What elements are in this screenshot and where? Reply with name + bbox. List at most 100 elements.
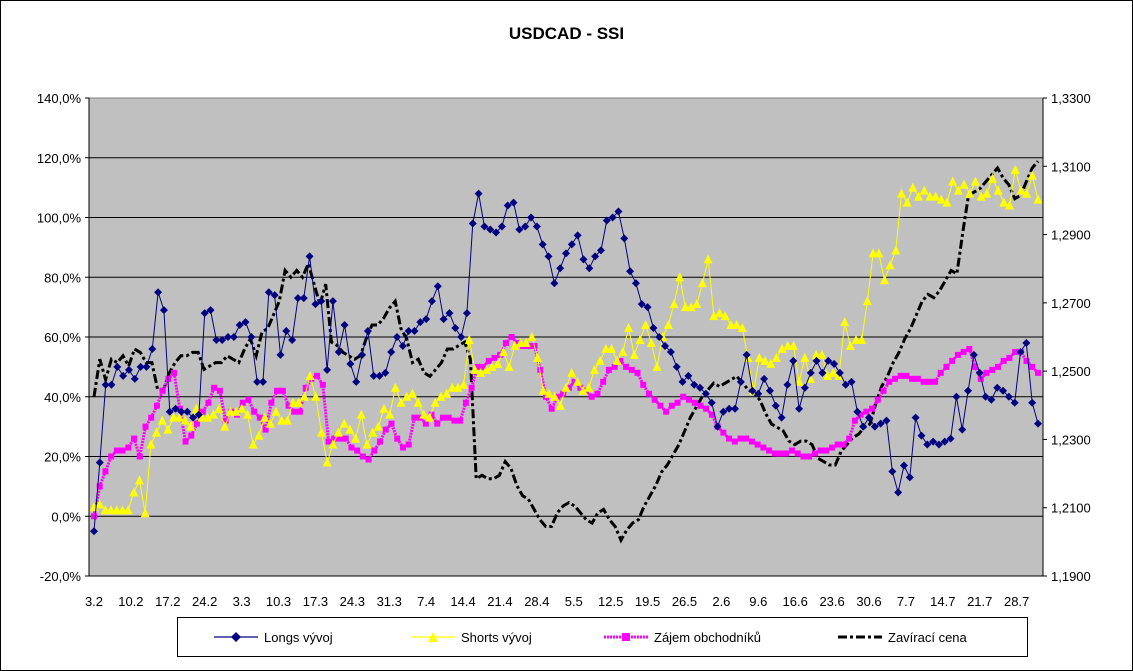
x-tick-label: 7.7 xyxy=(897,594,915,609)
data-point xyxy=(405,441,412,448)
data-point xyxy=(1004,392,1013,401)
data-point xyxy=(601,343,611,353)
legend-item-shorts: Shorts vývoj xyxy=(411,618,532,656)
x-tick-label: 30.6 xyxy=(856,594,881,609)
data-point xyxy=(334,347,343,356)
data-point xyxy=(239,399,246,406)
data-point xyxy=(503,201,512,210)
data-point xyxy=(208,409,218,419)
data-point xyxy=(468,219,477,228)
data-point xyxy=(537,366,544,373)
data-point xyxy=(845,340,855,350)
data-point xyxy=(999,386,1008,395)
legend-label-cena: Zavírací cena xyxy=(888,629,967,645)
data-point xyxy=(362,439,372,449)
data-point xyxy=(811,349,821,359)
data-point xyxy=(697,402,704,409)
data-point xyxy=(920,378,927,385)
x-tick-label: 10.2 xyxy=(118,594,143,609)
data-point xyxy=(337,435,344,442)
data-point xyxy=(649,324,658,333)
data-point xyxy=(260,412,270,422)
data-point xyxy=(1016,347,1025,356)
data-point xyxy=(709,311,719,321)
data-point xyxy=(1005,200,1015,210)
data-point xyxy=(640,381,647,388)
data-point xyxy=(595,355,605,365)
data-point xyxy=(562,249,570,258)
data-point xyxy=(567,367,577,377)
data-point xyxy=(480,363,487,370)
data-point xyxy=(1028,398,1037,407)
data-point xyxy=(101,380,110,389)
data-point xyxy=(841,380,850,389)
data-point xyxy=(521,337,531,347)
data-point xyxy=(486,225,495,234)
data-point xyxy=(296,408,303,415)
data-point xyxy=(579,255,588,264)
data-point xyxy=(840,317,850,327)
data-point xyxy=(628,366,635,373)
data-point xyxy=(294,397,304,407)
data-point xyxy=(154,288,163,297)
data-point xyxy=(651,396,658,403)
data-point xyxy=(468,384,475,391)
data-point xyxy=(148,414,155,421)
data-point xyxy=(800,383,809,392)
data-point xyxy=(620,234,629,243)
data-point xyxy=(684,371,693,380)
data-point xyxy=(279,387,286,394)
data-point xyxy=(193,420,200,427)
data-point xyxy=(959,179,969,189)
data-point xyxy=(936,194,946,204)
data-point xyxy=(245,396,252,403)
data-point xyxy=(237,403,247,413)
data-point xyxy=(585,264,594,273)
data-point xyxy=(828,367,838,377)
data-point xyxy=(189,413,198,422)
x-tick-label: 12.5 xyxy=(598,594,623,609)
data-point xyxy=(817,349,827,359)
data-point xyxy=(865,413,874,422)
data-point xyxy=(422,420,429,427)
legend-swatch-cena xyxy=(838,635,882,639)
data-point xyxy=(618,346,628,356)
data-point xyxy=(692,299,702,309)
data-point xyxy=(177,407,186,416)
data-point xyxy=(868,248,878,258)
data-point xyxy=(322,457,332,467)
data-point xyxy=(817,447,824,454)
y-right-tick-label: 1,2300 xyxy=(1051,432,1091,447)
x-tick-label: 3.2 xyxy=(85,594,103,609)
data-point xyxy=(191,403,201,413)
data-point xyxy=(363,327,372,336)
data-point xyxy=(577,384,584,391)
data-point xyxy=(508,334,515,340)
data-point xyxy=(381,368,390,377)
data-point xyxy=(439,315,448,324)
data-point xyxy=(305,252,314,261)
data-point xyxy=(527,213,536,222)
data-point xyxy=(270,291,279,300)
data-point xyxy=(703,254,713,264)
x-tick-label: 14.7 xyxy=(930,594,955,609)
data-point xyxy=(457,417,464,424)
data-point xyxy=(707,398,716,407)
data-point xyxy=(373,421,383,431)
data-point xyxy=(509,198,518,207)
data-point xyxy=(696,383,705,392)
data-point xyxy=(474,363,481,370)
data-point xyxy=(375,371,384,380)
data-point xyxy=(124,365,133,374)
data-point xyxy=(340,321,349,330)
data-point xyxy=(903,372,910,379)
data-point xyxy=(946,434,955,443)
data-point xyxy=(544,388,554,398)
data-point xyxy=(937,369,944,376)
data-point xyxy=(686,302,696,312)
data-point xyxy=(107,380,116,389)
data-point xyxy=(736,377,745,386)
data-point xyxy=(299,294,308,303)
data-point xyxy=(342,435,349,442)
data-point xyxy=(571,378,578,385)
